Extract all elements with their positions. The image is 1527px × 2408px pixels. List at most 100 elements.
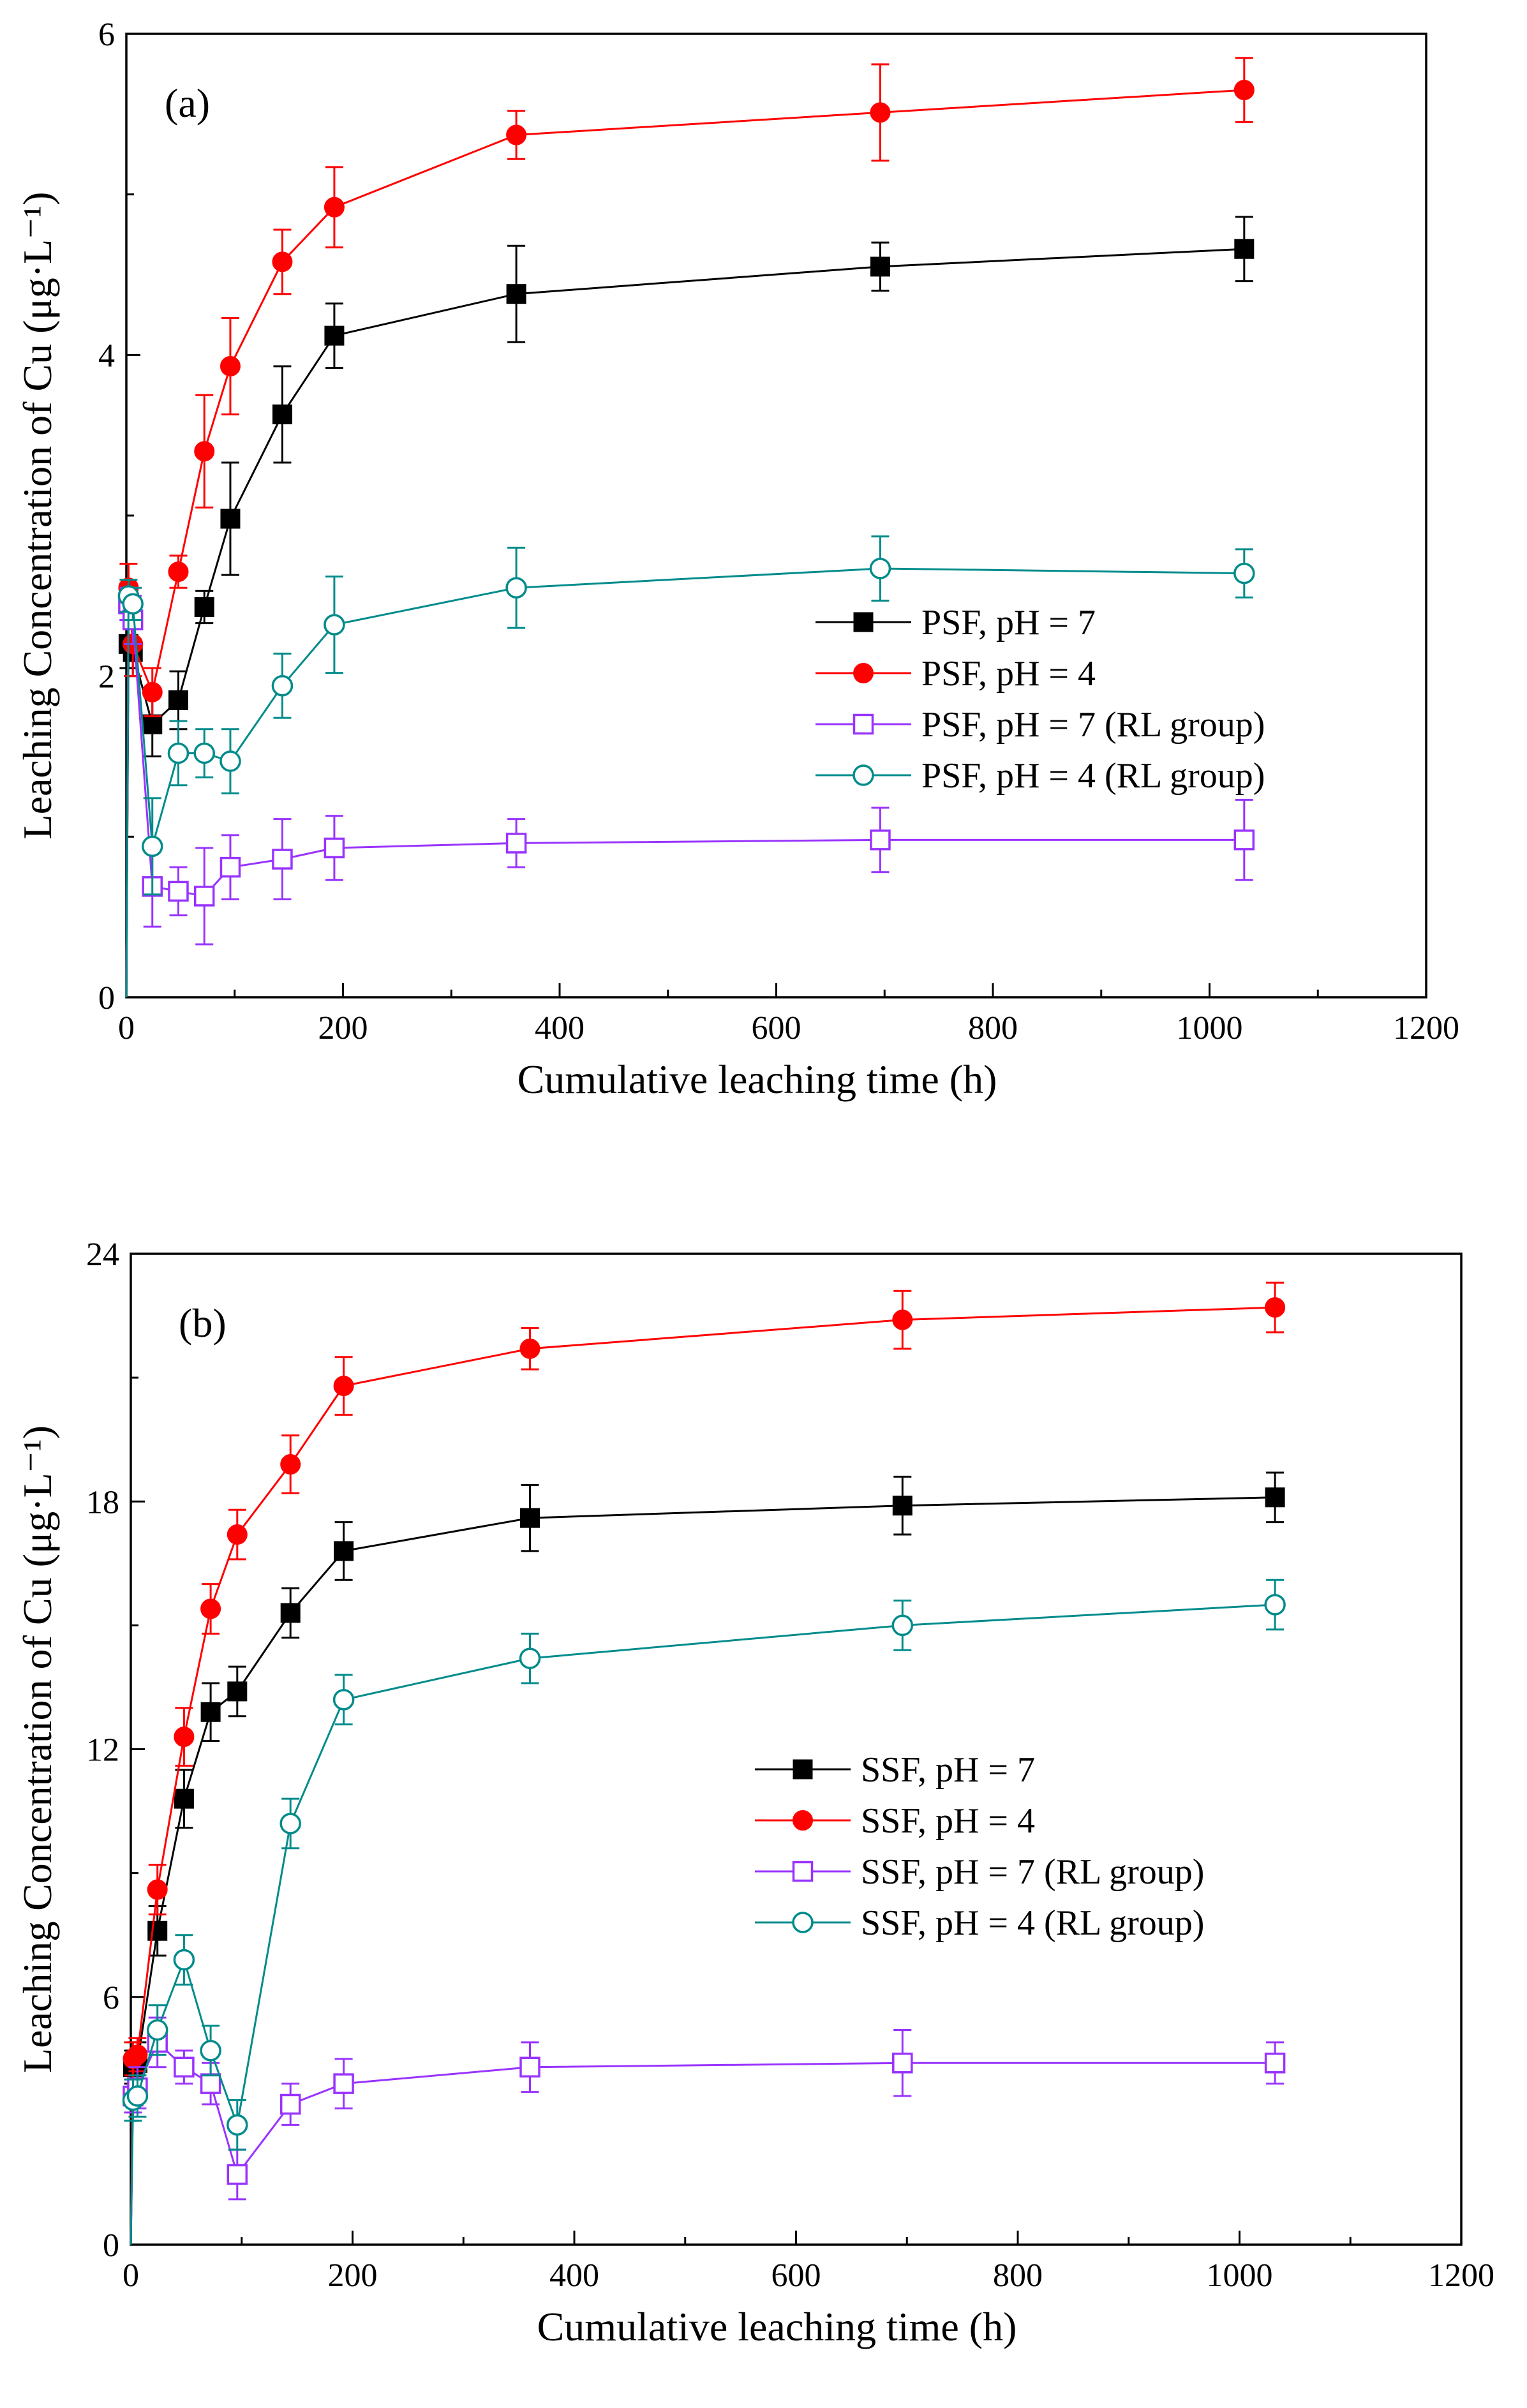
data-point: [506, 284, 526, 304]
data-point: [520, 1508, 540, 1528]
data-point: [146, 2019, 168, 2041]
legend-item: SSF, pH = 7: [755, 1750, 1035, 1790]
data-point: [200, 2040, 221, 2062]
x-tick-label: 600: [771, 2257, 821, 2294]
data-point: [506, 124, 527, 145]
data-point: [147, 1921, 168, 1941]
data-point: [271, 675, 294, 697]
data-point: [174, 1788, 194, 1809]
data-point: [870, 829, 891, 851]
y-tick-label: 2: [98, 659, 115, 695]
data-point: [272, 251, 293, 272]
x-tick-label: 1200: [1428, 2257, 1494, 2294]
data-point: [332, 1689, 355, 1711]
legend-item: SSF, pH = 7 (RL group): [755, 1852, 1204, 1892]
data-point: [892, 1309, 913, 1330]
data-point: [1265, 1297, 1286, 1318]
data-point: [227, 2164, 248, 2185]
legend-label: SSF, pH = 7: [861, 1750, 1035, 1790]
data-point: [200, 1598, 221, 1619]
data-point: [324, 325, 345, 346]
data-point: [227, 2114, 248, 2136]
x-axis-title: Cumulative leaching time (h): [537, 2304, 1017, 2349]
data-point: [869, 558, 891, 579]
data-point: [892, 2053, 913, 2074]
legend-label: PSF, pH = 4 (RL group): [921, 756, 1265, 796]
data-point: [227, 1524, 248, 1545]
data-point: [519, 2056, 540, 2078]
series-3: [122, 1579, 1286, 2245]
legend-item: PSF, pH = 4 (RL group): [816, 756, 1265, 796]
data-point: [220, 509, 241, 529]
legend-marker: [853, 612, 874, 632]
legend-label: SSF, pH = 4: [861, 1801, 1035, 1841]
data-point: [1234, 239, 1255, 259]
panel-label: (b): [179, 1300, 227, 1346]
legend-item: SSF, pH = 4 (RL group): [755, 1903, 1204, 1943]
legend-marker: [793, 1759, 813, 1780]
data-point: [519, 1647, 541, 1669]
data-point: [892, 1496, 912, 1516]
data-point: [227, 1681, 248, 1702]
data-point: [505, 577, 527, 598]
data-point: [141, 835, 163, 858]
data-point: [1233, 80, 1255, 101]
legend-marker: [792, 1861, 814, 1882]
data-point: [324, 197, 345, 218]
legend-item: PSF, pH = 7 (RL group): [816, 705, 1265, 745]
legend-item: PSF, pH = 7: [816, 603, 1096, 643]
data-point: [200, 1702, 221, 1722]
data-point: [220, 856, 241, 878]
y-tick-label: 24: [86, 1237, 119, 1273]
data-point: [142, 876, 163, 897]
series-3: [117, 535, 1255, 998]
data-point: [122, 593, 144, 615]
data-point: [272, 404, 292, 424]
data-point: [168, 881, 189, 902]
data-point: [1265, 1487, 1285, 1508]
data-point: [1264, 2053, 1286, 2074]
data-point: [324, 837, 345, 859]
data-point: [870, 102, 891, 123]
legend-label: PSF, pH = 7 (RL group): [921, 705, 1265, 745]
legend-marker: [853, 713, 874, 735]
x-tick-label: 200: [328, 2257, 378, 2294]
data-point: [142, 714, 163, 734]
data-point: [194, 441, 215, 462]
data-point: [1264, 1594, 1286, 1616]
data-point: [1233, 829, 1255, 851]
data-point: [200, 2073, 221, 2094]
data-point: [891, 1614, 914, 1637]
data-point: [519, 1338, 540, 1359]
x-tick-label: 1200: [1393, 1010, 1459, 1046]
legend-marker: [853, 764, 874, 786]
y-tick-label: 6: [98, 17, 115, 53]
data-point: [870, 256, 890, 277]
data-point: [193, 742, 215, 764]
panel-b: 0 200 400 600 800 1000 1200 0 6 12 18 24 Cumulative …: [15, 1237, 1494, 2349]
data-point: [334, 1541, 354, 1561]
data-point: [147, 1879, 168, 1900]
x-tick-label: 1000: [1177, 1010, 1243, 1046]
data-point: [280, 1454, 301, 1475]
panel-label: (a): [165, 80, 210, 126]
y-axis-title: Leaching Concentration of Cu (μg·L⁻¹): [15, 192, 60, 840]
data-point: [272, 849, 293, 870]
legend-label: PSF, pH = 4: [921, 654, 1096, 694]
data-point: [194, 597, 214, 617]
y-tick-label: 0: [103, 2227, 119, 2264]
data-point: [174, 2056, 195, 2078]
legend-marker: [853, 663, 874, 683]
x-axis-title: Cumulative leaching time (h): [518, 1057, 997, 1102]
legend-item: SSF, pH = 4: [755, 1801, 1035, 1841]
data-point: [173, 1949, 195, 1971]
legend-label: SSF, pH = 7 (RL group): [861, 1852, 1204, 1892]
x-tick-label: 400: [535, 1010, 585, 1046]
x-tick-label: 800: [968, 1010, 1018, 1046]
data-point: [174, 1727, 195, 1748]
x-tick-label: 800: [993, 2257, 1043, 2294]
data-point: [126, 2085, 149, 2107]
legend-marker: [793, 1810, 813, 1831]
y-tick-label: 12: [86, 1732, 119, 1769]
data-point: [333, 1376, 354, 1397]
